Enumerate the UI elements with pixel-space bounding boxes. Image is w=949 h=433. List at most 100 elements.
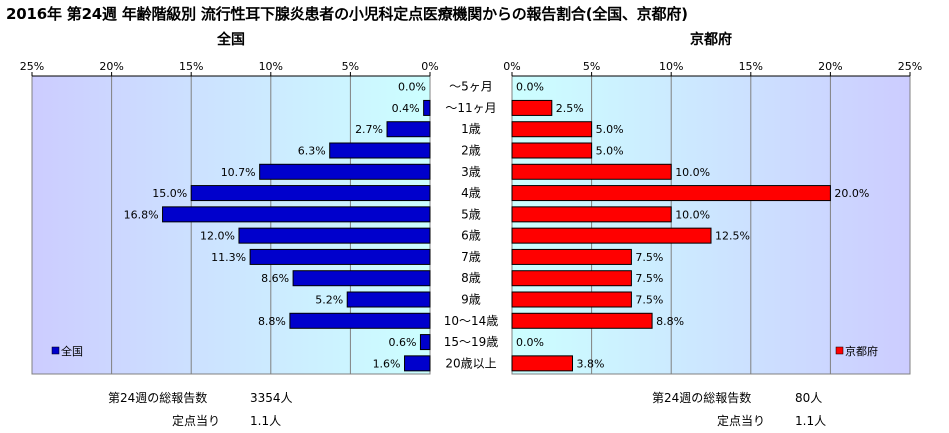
left-data-label: 2.7% [355, 123, 383, 136]
right-data-label: 0.0% [516, 81, 544, 94]
right-data-label: 12.5% [715, 230, 750, 243]
left-bar [292, 270, 431, 287]
left-data-label: 15.0% [152, 187, 187, 200]
left-panel-title: 全国 [216, 31, 245, 48]
left-bar [249, 248, 431, 265]
left-data-label: 0.4% [392, 102, 420, 115]
right-panel-title: 京都府 [690, 31, 732, 48]
right-data-label: 0.0% [516, 336, 544, 349]
category-label: 4歳 [461, 186, 481, 200]
right-per-label: 定点当り [717, 414, 766, 428]
right-legend-label: 京都府 [845, 344, 878, 358]
right-legend-swatch [835, 346, 844, 355]
category-label: ～11ヶ月 [445, 101, 496, 115]
right-plot-area [511, 75, 911, 375]
right-bar [511, 355, 573, 372]
right-tick-label: 25% [898, 60, 922, 73]
left-data-label: 10.7% [221, 166, 256, 179]
right-total-value: 80人 [795, 391, 823, 405]
left-data-label: 8.6% [261, 272, 289, 285]
left-tick-label: 15% [179, 60, 203, 73]
right-tick-label: 20% [818, 60, 842, 73]
left-tick-label: 20% [99, 60, 123, 73]
left-bar [329, 142, 431, 159]
category-label: 15～19歳 [444, 335, 499, 349]
right-bar [511, 312, 653, 329]
left-tick-label: 10% [259, 60, 283, 73]
left-data-label: 0.0% [398, 81, 426, 94]
category-label: 5歳 [461, 207, 481, 221]
left-panel: 25% 20% 15% 10% 5% 0% 全国 0.0% 0.4% 2.7% 6.3% 10.7% 1… [20, 31, 439, 375]
category-label: 6歳 [461, 229, 481, 243]
category-label: 1歳 [461, 122, 481, 136]
left-data-label: 16.8% [124, 208, 159, 221]
left-bar [238, 227, 431, 244]
category-labels: ～5ヶ月 ～11ヶ月 1歳 2歳 3歳 4歳 5歳 6歳 7歳 8歳 9歳 10～14歳 15～19歳 2… [444, 80, 499, 371]
right-per-value: 1.1人 [795, 414, 827, 428]
category-label: 7歳 [461, 250, 481, 264]
right-bar [511, 99, 553, 116]
category-label: 20歳以上 [445, 356, 496, 370]
left-tick-label: 0% [421, 60, 438, 73]
right-data-label: 5.0% [596, 123, 624, 136]
right-data-label: 7.5% [635, 251, 663, 264]
right-bar [511, 163, 672, 180]
left-legend-swatch [51, 346, 60, 355]
right-bar [511, 291, 632, 308]
left-bar [289, 312, 431, 329]
right-data-label: 3.8% [576, 357, 604, 370]
right-tick-label: 0% [503, 60, 520, 73]
right-bar [511, 227, 712, 244]
category-label: 3歳 [461, 165, 481, 179]
left-per-label: 定点当り [172, 414, 221, 428]
right-bar [511, 270, 632, 287]
category-label: ～5ヶ月 [449, 80, 493, 94]
left-tick-label: 5% [342, 60, 359, 73]
right-data-label: 2.5% [556, 102, 584, 115]
left-total-label: 第24週の総報告数 [108, 391, 208, 405]
right-tick-label: 10% [659, 60, 683, 73]
category-label: 9歳 [461, 293, 481, 307]
right-data-label: 7.5% [635, 294, 663, 307]
category-label: 10～14歳 [444, 314, 499, 328]
category-label: 2歳 [461, 144, 481, 158]
right-data-label: 10.0% [675, 166, 710, 179]
right-data-label: 10.0% [675, 208, 710, 221]
right-data-label: 8.8% [656, 315, 684, 328]
right-data-label: 7.5% [635, 272, 663, 285]
category-label: 8歳 [461, 271, 481, 285]
right-total-label: 第24週の総報告数 [652, 391, 752, 405]
left-data-label: 5.2% [315, 294, 343, 307]
left-data-label: 8.8% [258, 315, 286, 328]
left-bar [386, 121, 431, 138]
right-bar [511, 121, 593, 138]
right-tick-label: 15% [739, 60, 763, 73]
left-bar [162, 206, 431, 223]
left-bar [423, 99, 431, 116]
right-bar [511, 248, 632, 265]
right-panel: 0% 5% 10% 15% 20% 25% 京都府 0.0% 2.5% 5.0% 5.0% 10.0%… [503, 31, 922, 375]
left-bar [190, 185, 431, 202]
left-data-label: 6.3% [298, 145, 326, 158]
right-data-label: 5.0% [596, 145, 624, 158]
left-tick-label: 25% [20, 60, 44, 73]
left-data-label: 0.6% [388, 336, 416, 349]
left-data-label: 1.6% [373, 357, 401, 370]
left-bar [419, 334, 431, 351]
left-bar [404, 355, 431, 372]
chart-title: 2016年 第24週 年齢階級別 流行性耳下腺炎患者の小児科定点医療機関からの報… [6, 5, 688, 23]
left-bar [346, 291, 431, 308]
left-bar [259, 163, 431, 180]
left-data-label: 11.3% [211, 251, 246, 264]
right-tick-label: 5% [583, 60, 600, 73]
right-data-label: 20.0% [834, 187, 869, 200]
right-bar [511, 185, 831, 202]
left-data-label: 12.0% [200, 230, 235, 243]
right-bar [511, 142, 593, 159]
left-plot-area [31, 75, 431, 375]
right-bar [511, 206, 672, 223]
left-total-value: 3354人 [250, 391, 293, 405]
left-per-value: 1.1人 [250, 414, 282, 428]
